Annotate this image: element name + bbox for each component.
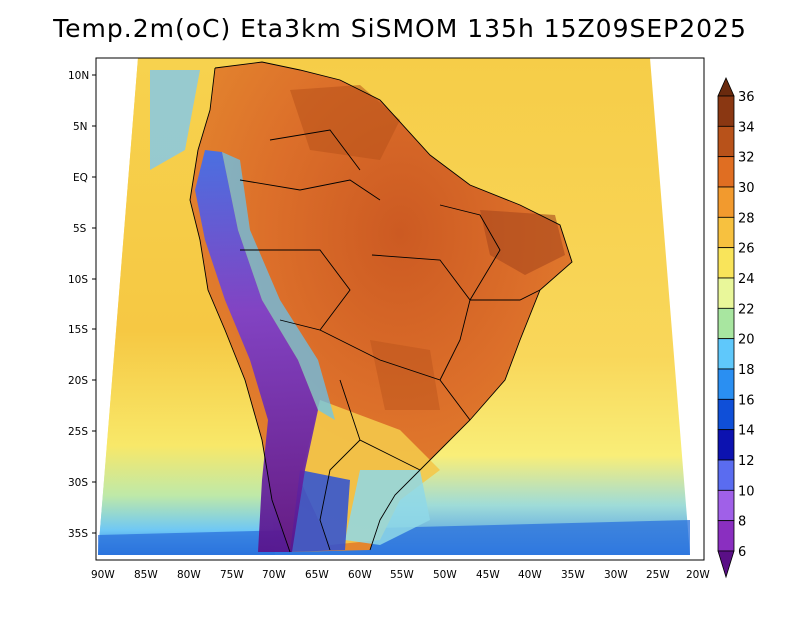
colorbar-label: 12 [738, 454, 755, 469]
lat-label: 20S [68, 375, 88, 387]
lat-label: 25S [68, 426, 88, 438]
southern-cone-cold [290, 470, 350, 552]
colorbar-box [717, 156, 735, 188]
land-very-hot-patch-central [370, 340, 440, 410]
lon-label: 40W [518, 569, 542, 581]
lon-label: 50W [433, 569, 457, 581]
lon-label: 35W [561, 569, 585, 581]
colorbar-label: 24 [738, 272, 755, 287]
andes-cool-fringe [222, 152, 335, 420]
colorbar-label: 22 [738, 302, 755, 317]
land-very-hot-patch [290, 85, 400, 160]
lon-label: 45W [476, 569, 500, 581]
map-panel [98, 58, 690, 555]
colorbar-label: 20 [738, 333, 755, 348]
lat-label: 10N [68, 70, 89, 82]
colorbar-box [717, 338, 735, 370]
colorbar-arrow-max [717, 77, 735, 97]
lon-label: 65W [305, 569, 329, 581]
colorbar-arrow-min [717, 550, 735, 579]
lon-axis: 90W 85W 80W 75W 70W 65W 60W 55W 50W 45W … [91, 569, 710, 581]
lon-label: 85W [134, 569, 158, 581]
colorbar-label: 34 [738, 120, 755, 135]
lat-axis: 10N 5N EQ 5S 10S 15S 20S 25S 30S 35S [68, 70, 96, 540]
lon-label: 55W [390, 569, 414, 581]
land-very-hot-patch-ne [480, 210, 565, 275]
colorbar-box [717, 247, 735, 279]
lat-label: 35S [68, 528, 88, 540]
lat-label: 5N [73, 121, 88, 133]
colorbar-box [717, 95, 735, 127]
colorbar-box [717, 186, 735, 218]
colorbar-label: 8 [738, 515, 746, 530]
colorbar-label: 26 [738, 242, 755, 257]
colorbar-box [717, 216, 735, 249]
lon-label: 90W [91, 569, 115, 581]
colorbar-box [717, 429, 735, 461]
colorbar: 36 34 32 30 28 26 24 22 20 18 16 14 12 10 8 6 [717, 77, 755, 579]
lon-label: 30W [604, 569, 628, 581]
colorbar-box [717, 368, 735, 400]
colorbar-box [717, 307, 735, 340]
map-frame [95, 57, 705, 561]
colorbar-box [717, 520, 735, 552]
lon-label: 70W [262, 569, 286, 581]
colorbar-label: 6 [738, 545, 746, 560]
colorbar-label: 28 [738, 211, 755, 226]
colorbar-label: 18 [738, 363, 755, 378]
colorbar-label: 30 [738, 181, 755, 196]
lon-label: 20W [686, 569, 710, 581]
lat-label: 30S [68, 477, 88, 489]
lat-label: 5S [73, 223, 87, 235]
lon-label: 75W [220, 569, 244, 581]
colorbar-box [717, 398, 735, 431]
lon-label: 25W [646, 569, 670, 581]
lat-label: EQ [73, 172, 88, 184]
map-title: Temp.2m(oC) Eta3km SiSMOM 135h 15Z09SEP2… [53, 14, 747, 43]
colorbar-label: 16 [738, 393, 755, 408]
colorbar-box [717, 125, 735, 158]
colorbar-label: 14 [738, 424, 755, 439]
political-borders [189, 61, 573, 553]
pacific-cool-band [150, 70, 200, 170]
colorbar-box [717, 277, 735, 309]
colorbar-label: 36 [738, 90, 755, 105]
lat-label: 10S [68, 274, 88, 286]
lat-label: 15S [68, 324, 88, 336]
colorbar-box [717, 459, 735, 491]
colorbar-label: 32 [738, 151, 755, 166]
colorbar-label: 10 [738, 484, 755, 499]
lon-label: 80W [177, 569, 201, 581]
andes-cold-band [195, 150, 318, 552]
lon-label: 60W [348, 569, 372, 581]
colorbar-box [717, 489, 735, 522]
